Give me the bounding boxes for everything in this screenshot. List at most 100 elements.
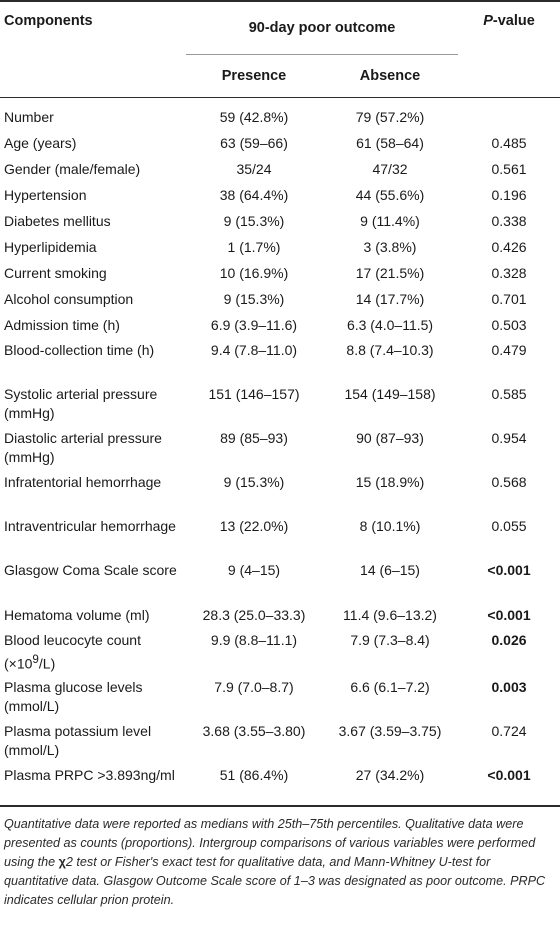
pvalue-cell: 0.338 <box>491 213 527 229</box>
table-row: Admission time (h) 6.9 (3.9–11.6) 6.3 (4… <box>0 311 560 337</box>
absence-cell: 15 (18.9%) <box>355 474 425 490</box>
row-label: Diabetes mellitus <box>4 213 111 229</box>
table-row: Plasma PRPC >3.893ng/ml 51 (86.4%) 27 (3… <box>0 761 560 807</box>
absence-cell: 9 (11.4%) <box>360 213 420 229</box>
pvalue-cell: 0.561 <box>491 161 527 177</box>
row-label: Diastolic arterial pressure (mmHg) <box>4 430 162 465</box>
table-row: Systolic arterial pressure (mmHg) 151 (1… <box>0 381 560 425</box>
pvalue-cell: 0.328 <box>491 265 527 281</box>
presence-cell: 9.4 (7.8–11.0) <box>210 342 298 358</box>
pvalue-cell: 0.196 <box>491 187 527 203</box>
pvalue-cell: 0.585 <box>491 386 527 402</box>
pvalue-cell <box>458 97 560 129</box>
absence-cell: 6.3 (4.0–11.5) <box>346 317 434 333</box>
row-label: Gender (male/female) <box>4 161 141 177</box>
presence-cell: 59 (42.8%) <box>219 108 289 125</box>
absence-cell: 8.8 (7.4–10.3) <box>346 342 434 358</box>
data-table: Components 90-day poor outcome P-value P… <box>0 0 560 807</box>
absence-cell: 11.4 (9.6–13.2) <box>343 607 437 623</box>
table-row: Hypertension 38 (64.4%) 44 (55.6%) 0.196 <box>0 181 560 207</box>
presence-cell: 6.9 (3.9–11.6) <box>210 317 298 333</box>
row-label-unit: /L) <box>38 655 56 672</box>
row-label: Alcohol consumption <box>4 291 134 307</box>
table-row: Diastolic arterial pressure (mmHg) 89 (8… <box>0 425 560 469</box>
row-label: Age (years) <box>4 135 77 151</box>
row-label: Number <box>4 108 54 125</box>
row-label: Intraventricular hemorrhage <box>4 518 176 534</box>
header-row-2: Presence Absence <box>0 54 560 98</box>
presence-cell: 28.3 (25.0–33.3) <box>202 607 306 623</box>
absence-cell: 14 (6–15) <box>360 562 420 578</box>
row-label-text: Blood leucocyte count (×10 <box>4 632 141 672</box>
presence-cell: 151 (146–157) <box>208 386 300 402</box>
row-label: Hyperlipidemia <box>4 239 97 255</box>
presence-cell: 7.9 (7.0–8.7) <box>214 678 294 695</box>
absence-cell: 47/32 <box>372 161 408 177</box>
absence-cell: 79 (57.2%) <box>355 108 425 125</box>
pvalue-cell: 0.485 <box>491 135 527 151</box>
absence-cell: 44 (55.6%) <box>355 187 425 203</box>
table-row: Diabetes mellitus 9 (15.3%) 9 (11.4%) 0.… <box>0 207 560 233</box>
row-label: Plasma potassium level (mmol/L) <box>4 722 152 758</box>
absence-cell: 7.9 (7.3–8.4) <box>350 632 430 648</box>
header-pvalue-italic: P <box>483 13 493 29</box>
header-group: 90-day poor outcome <box>186 0 459 55</box>
pvalue-cell: 0.503 <box>491 317 527 333</box>
header-pvalue-rest: -value <box>492 13 535 29</box>
row-label-superscript: 9 <box>32 653 39 666</box>
table-row: Alcohol consumption 9 (15.3%) 14 (17.7%)… <box>0 285 560 311</box>
table-row: Number 59 (42.8%) 79 (57.2%) <box>0 97 560 129</box>
presence-cell: 3.68 (3.55–3.80) <box>202 722 306 739</box>
table-row: Plasma glucose levels (mmol/L) 7.9 (7.0–… <box>0 674 560 718</box>
row-label: Plasma glucose levels (mmol/L) <box>4 678 143 714</box>
table-row: Blood-collection time (h) 9.4 (7.8–11.0)… <box>0 337 560 381</box>
table-row: Blood leucocyte count (×109/L) 9.9 (8.8–… <box>0 627 560 674</box>
presence-cell: 9 (4–15) <box>227 562 281 578</box>
absence-cell: 3.67 (3.59–3.75) <box>338 722 442 739</box>
header-pvalue: P-value <box>458 0 560 54</box>
presence-cell: 63 (59–66) <box>220 135 288 151</box>
pvalue-cell: 0.026 <box>491 632 527 648</box>
row-label: Current smoking <box>4 265 107 281</box>
table-row: Intraventricular hemorrhage 13 (22.0%) 8… <box>0 513 560 557</box>
presence-cell: 1 (1.7%) <box>227 239 281 255</box>
row-label: Blood leucocyte count (×109/L) <box>0 627 186 674</box>
presence-cell: 9.9 (8.8–11.1) <box>210 632 298 648</box>
pvalue-cell: 0.701 <box>491 291 527 307</box>
table-row: Current smoking 10 (16.9%) 17 (21.5%) 0.… <box>0 259 560 285</box>
pvalue-cell: 0.055 <box>491 518 527 534</box>
footnote-text-1: Quantitative data were reported as media… <box>4 816 536 869</box>
table-row: Age (years) 63 (59–66) 61 (58–64) 0.485 <box>0 129 560 155</box>
pvalue-cell: 0.479 <box>491 342 527 358</box>
absence-cell: 3 (3.8%) <box>363 239 417 255</box>
table-row: Gender (male/female) 35/24 47/32 0.561 <box>0 155 560 181</box>
header-spacer-left <box>0 54 186 98</box>
presence-cell: 35/24 <box>236 161 272 177</box>
presence-cell: 38 (64.4%) <box>219 187 289 203</box>
absence-cell: 27 (34.2%) <box>322 761 459 807</box>
presence-cell: 51 (86.4%) <box>186 761 322 807</box>
footnote-text-2: 2 test or Fisher's exact test for qualit… <box>4 854 546 907</box>
table-footnote: Quantitative data were reported as media… <box>0 807 560 910</box>
row-label: Glasgow Coma Scale score <box>4 562 177 578</box>
pvalue-cell: 0.568 <box>491 474 527 490</box>
absence-cell: 6.6 (6.1–7.2) <box>350 678 430 695</box>
pvalue-cell: 0.426 <box>491 239 527 255</box>
presence-cell: 9 (15.3%) <box>223 474 285 490</box>
header-spacer-right <box>458 54 560 98</box>
pvalue-cell: <0.001 <box>458 761 560 807</box>
pvalue-cell: <0.001 <box>487 607 531 623</box>
absence-cell: 17 (21.5%) <box>355 265 425 281</box>
table-row: Glasgow Coma Scale score 9 (4–15) 14 (6–… <box>0 557 560 601</box>
pvalue-cell: 0.954 <box>491 430 527 446</box>
row-label: Infratentorial hemorrhage <box>4 474 162 490</box>
table-row: Infratentorial hemorrhage 9 (15.3%) 15 (… <box>0 469 560 513</box>
pvalue-cell: 0.724 <box>491 722 527 739</box>
row-label: Systolic arterial pressure (mmHg) <box>4 386 158 421</box>
chi-symbol: χ <box>58 854 66 869</box>
absence-cell: 90 (87–93) <box>356 430 424 446</box>
absence-cell: 8 (10.1%) <box>359 518 421 534</box>
row-label: Plasma PRPC >3.893ng/ml <box>0 761 186 807</box>
presence-cell: 9 (15.3%) <box>223 291 285 307</box>
table-container: Components 90-day poor outcome P-value P… <box>0 0 560 910</box>
